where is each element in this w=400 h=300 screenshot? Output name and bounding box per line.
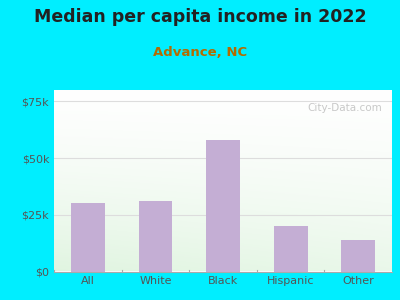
Text: City-Data.com: City-Data.com	[307, 103, 382, 113]
Bar	[206, 140, 240, 272]
Bar	[341, 240, 375, 272]
Bar	[274, 226, 308, 272]
Text: Median per capita income in 2022: Median per capita income in 2022	[34, 8, 366, 26]
Bar	[71, 203, 105, 272]
Text: Advance, NC: Advance, NC	[153, 46, 247, 59]
Bar	[138, 201, 172, 272]
